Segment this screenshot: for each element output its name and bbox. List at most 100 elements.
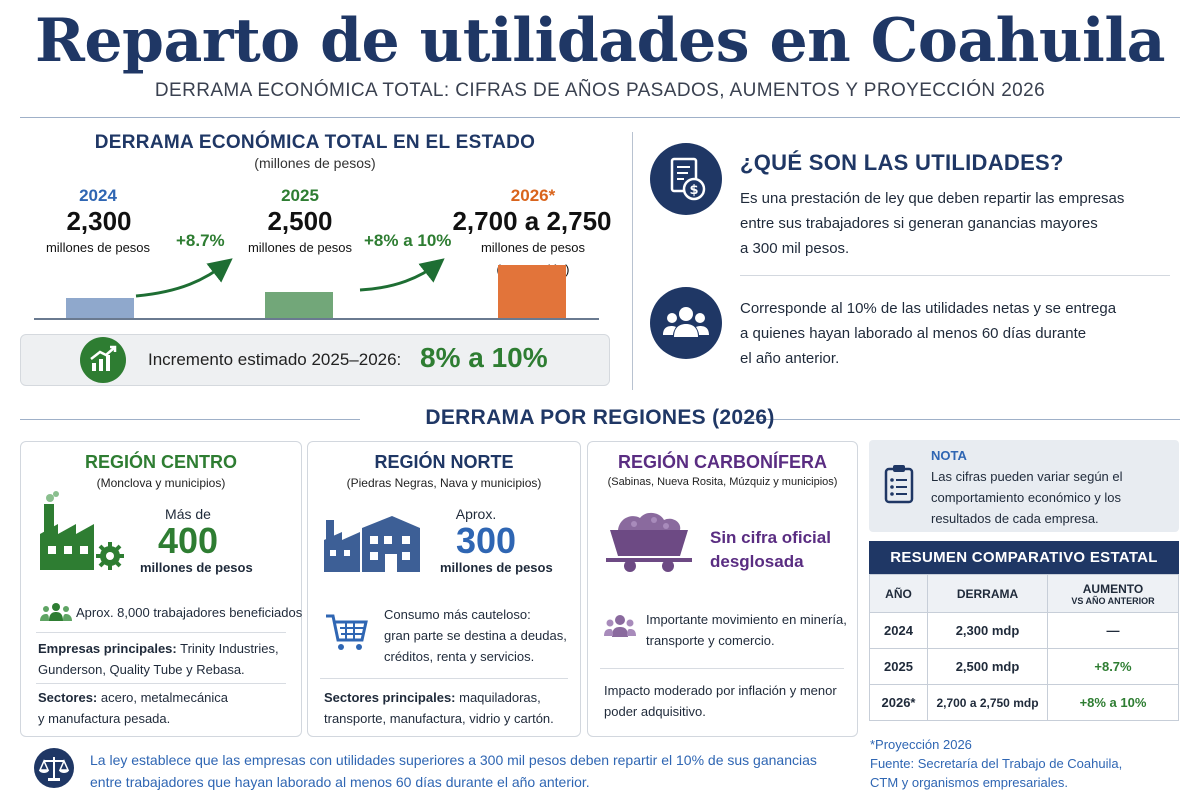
cell-year: 2024 xyxy=(869,612,928,649)
nota-box xyxy=(869,440,1179,532)
centro-unit: millones de pesos xyxy=(140,560,253,575)
unit-label-2024: millones de pesos xyxy=(45,240,151,255)
col-aumento-sub: VS AÑO ANTERIOR xyxy=(1071,595,1155,606)
people-group-icon xyxy=(650,287,722,359)
table-row: 2026* 2,700 a 2,750 mdp +8% a 10% xyxy=(869,684,1179,721)
info-title: ¿QUÉ SON LAS UTILIDADES? xyxy=(740,150,1064,175)
norte-pre: Aprox. xyxy=(455,506,497,522)
sectors-label: Sectores: xyxy=(38,690,98,705)
centro-value: 400 xyxy=(157,520,219,561)
year-label-2026: 2026* xyxy=(510,186,556,205)
bar-2025 xyxy=(265,291,333,318)
header-divider xyxy=(20,117,1180,118)
consumo-line: gran parte se destina a deudas, xyxy=(384,628,567,643)
increment-label: Incremento estimado 2025–2026: xyxy=(148,350,402,369)
sectors-text: acero, metalmecánica xyxy=(97,690,229,705)
footer-notes: *Proyección 2026 Fuente: Secretaría del … xyxy=(870,735,1190,792)
info-paragraph-2: Corresponde al 10% de las utilidades net… xyxy=(740,296,1116,371)
table-row: 2025 2,500 mdp +8.7% xyxy=(869,648,1179,685)
carbonifera-movement: Importante movimiento en minería, transp… xyxy=(646,609,851,651)
regions-title: DERRAMA POR REGIONES (2026) xyxy=(425,406,775,429)
sectors-text-2: transporte, manufactura, vidrio y cartón… xyxy=(324,711,554,726)
growth-arrows xyxy=(135,258,445,298)
footer-line: entre trabajadores que hayan laborado al… xyxy=(90,774,590,790)
regions-divider-left xyxy=(20,419,360,420)
carbonifera-value: Sin cifra oficial desglosada xyxy=(710,526,831,574)
shopping-cart-icon xyxy=(324,612,368,657)
cell-derrama: 2,700 a 2,750 mdp xyxy=(927,684,1048,721)
movement-line: transporte y comercio. xyxy=(646,633,775,648)
bar-2026 xyxy=(498,265,566,318)
carbonifera-value-line: Sin cifra oficial xyxy=(710,528,831,547)
unit-label-2025: millones de pesos xyxy=(247,240,353,255)
year-label-2024: 2024 xyxy=(79,186,117,205)
buildings-icon xyxy=(322,510,422,579)
growth-chart-icon xyxy=(80,337,126,383)
chart-title: DERRAMA ECONÓMICA TOTAL EN EL ESTADO xyxy=(94,132,536,153)
table-row: 2024 2,300 mdp — xyxy=(869,612,1179,649)
section-divider xyxy=(632,132,633,390)
carbonifera-impact: Impacto moderado por inflación y menor p… xyxy=(604,680,854,722)
cell-derrama: 2,300 mdp xyxy=(927,612,1048,649)
clipboard-icon xyxy=(884,464,914,509)
consumo-line: créditos, renta y servicios. xyxy=(384,649,535,664)
chart-baseline xyxy=(34,318,599,320)
nota-line: Las cifras pueden variar según el xyxy=(931,469,1123,484)
region-norte-sub: (Piedras Negras, Nava y municipios) xyxy=(346,476,542,490)
value-label-2026: 2,700 a 2,750 xyxy=(452,206,612,236)
carbonifera-divider xyxy=(600,668,844,669)
impact-line: Impacto moderado por inflación y menor xyxy=(604,683,837,698)
year-label-2025: 2025 xyxy=(281,186,319,205)
col-aumento: AUMENTO VS AÑO ANTERIOR xyxy=(1047,574,1179,613)
region-norte-title: REGIÓN NORTE xyxy=(374,452,514,472)
info-divider xyxy=(740,275,1170,276)
info-line: a quienes hayan laborado al menos 60 día… xyxy=(740,325,1087,342)
centro-companies: Empresas principales: Trinity Industries… xyxy=(38,638,298,680)
footer-note-line: *Proyección 2026 xyxy=(870,737,972,752)
summary-table: AÑO DERRAMA AUMENTO VS AÑO ANTERIOR 2024… xyxy=(869,574,1179,721)
summary-title: RESUMEN COMPARATIVO ESTATAL xyxy=(869,541,1179,574)
movement-line: Importante movimiento en minería, xyxy=(646,612,847,627)
norte-unit: millones de pesos xyxy=(440,560,553,575)
sectors-text: maquiladoras, xyxy=(455,690,541,705)
workers-icon xyxy=(604,614,636,643)
companies-text: Trinity Industries, xyxy=(176,641,279,656)
nota-title: NOTA xyxy=(931,448,967,463)
centro-divider-2 xyxy=(36,683,286,684)
consumo-line: Consumo más cauteloso: xyxy=(384,607,531,622)
document-money-icon: $ xyxy=(650,143,722,215)
region-centro-card xyxy=(20,441,302,737)
companies-text-2: Gunderson, Quality Tube y Rebasa. xyxy=(38,662,245,677)
summary-header-row: AÑO DERRAMA AUMENTO VS AÑO ANTERIOR xyxy=(869,574,1179,613)
region-carbonifera-title: REGIÓN CARBONÍFERA xyxy=(617,452,827,472)
footer-line: La ley establece que las empresas con ut… xyxy=(90,752,817,768)
norte-consumo: Consumo más cauteloso: gran parte se des… xyxy=(384,604,574,667)
footer-note-line: Fuente: Secretaría del Trabajo de Coahui… xyxy=(870,756,1123,771)
region-centro-title: REGIÓN CENTRO xyxy=(84,452,237,472)
col-aumento-label: AUMENTO xyxy=(1082,581,1144,596)
centro-divider-1 xyxy=(36,632,286,633)
regions-divider-right xyxy=(740,419,1180,420)
cell-aumento: — xyxy=(1047,612,1179,649)
page-subtitle: DERRAMA ECONÓMICA TOTAL: CIFRAS DE AÑOS … xyxy=(154,80,1046,101)
info-paragraph-1: Es una prestación de ley que deben repar… xyxy=(740,186,1124,261)
bar-2024 xyxy=(66,298,134,318)
increase-label-2025: +8.7% xyxy=(176,231,225,250)
nota-line: resultados de cada empresa. xyxy=(931,511,1099,526)
norte-value: 300 xyxy=(456,520,517,561)
region-norte-card xyxy=(307,441,581,737)
scales-icon xyxy=(34,748,74,788)
page-title: Reparto de utilidades en Coahuila xyxy=(34,6,1166,76)
info-line: el año anterior. xyxy=(740,350,840,367)
cell-year: 2025 xyxy=(869,648,928,685)
col-year: AÑO xyxy=(869,574,928,613)
workers-icon xyxy=(40,602,72,627)
col-derrama: DERRAMA xyxy=(927,574,1048,613)
cell-aumento: +8.7% xyxy=(1047,648,1179,685)
norte-sectors: Sectores principales: maquiladoras, tran… xyxy=(324,687,574,729)
nota-line: comportamiento económico y los xyxy=(931,490,1122,505)
info-line: entre sus trabajadores si generan gananc… xyxy=(740,215,1098,232)
region-centro-sub: (Monclova y municipios) xyxy=(96,476,226,490)
value-label-2025: 2,500 xyxy=(267,206,333,236)
region-carbonifera-sub: (Sabinas, Nueva Rosita, Múzquiz y munici… xyxy=(607,476,838,488)
